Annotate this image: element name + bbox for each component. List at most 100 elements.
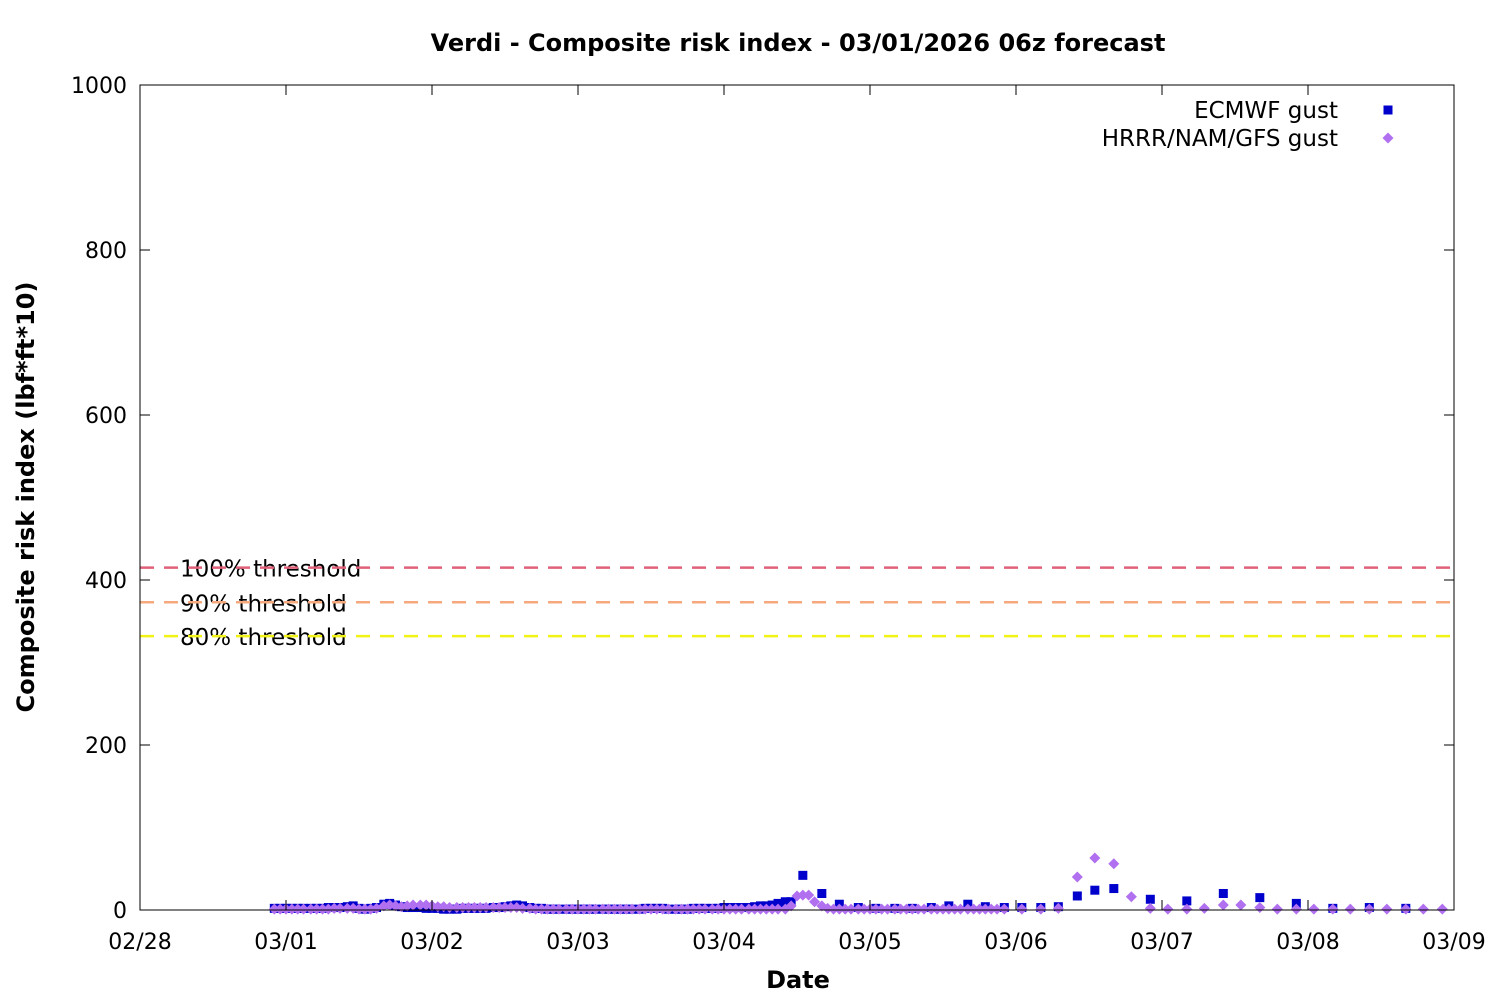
hrrr-nam-gfs-point <box>955 903 967 915</box>
hrrr-nam-gfs-point <box>1327 903 1339 915</box>
plot-frame <box>139 84 1455 911</box>
hrrr-nam-gfs-point <box>1144 902 1156 914</box>
hrrr-nam-gfs-point <box>712 903 724 915</box>
hrrr-nam-gfs-point <box>414 899 426 911</box>
hrrr-nam-gfs-point <box>882 903 894 915</box>
hrrr-nam-gfs-point <box>1217 899 1229 911</box>
axis-ticks: 0 200 400 600 800 1000 02/28 03/01 03/02 03/03 03/… <box>71 74 1486 955</box>
hrrr-nam-gfs-point <box>918 903 930 915</box>
ecmwf-point <box>1145 894 1155 904</box>
hrrr-nam-gfs-point <box>895 903 907 915</box>
hrrr-nam-gfs-point <box>937 903 949 915</box>
hrrr-nam-gfs-point <box>432 901 444 913</box>
hrrr-nam-gfs-point <box>645 903 657 915</box>
hrrr-nam-gfs-point <box>609 903 620 915</box>
hrrr-nam-gfs-point <box>1254 902 1266 914</box>
y-tick-label: 600 <box>85 404 127 429</box>
hrrr-nam-gfs-point <box>766 903 778 915</box>
y-tick-label: 400 <box>85 569 127 594</box>
hrrr-nam-gfs-point <box>1108 858 1120 870</box>
hrrr-nam-gfs-point <box>870 903 882 915</box>
hrrr-nam-gfs-point <box>1035 903 1047 915</box>
hrrr-nam-gfs-point <box>1125 891 1137 903</box>
threshold-lines: 100% threshold 90% threshold 80% threshold <box>140 557 1454 651</box>
threshold-label: 80% threshold <box>180 625 347 651</box>
legend-label: ECMWF gust <box>1194 98 1338 124</box>
y-tick-label: 200 <box>85 734 127 759</box>
hrrr-nam-gfs-point <box>906 903 918 915</box>
hrrr-nam-gfs-point <box>706 903 718 915</box>
hrrr-nam-gfs-point <box>274 903 286 915</box>
hrrr-nam-gfs-point <box>974 903 985 915</box>
hrrr-nam-gfs-point <box>749 903 761 915</box>
hrrr-nam-gfs-point <box>925 903 937 915</box>
hrrr-nam-gfs-point <box>341 902 353 914</box>
hrrr-nam-gfs-point <box>517 902 529 914</box>
hrrr-nam-gfs-point <box>693 903 705 915</box>
hrrr-nam-gfs-point <box>268 903 280 915</box>
ecmwf-point <box>773 898 783 908</box>
hrrr-nam-gfs-point <box>760 903 772 915</box>
y-tick-label: 0 <box>113 899 127 924</box>
x-tick-label: 02/28 <box>108 930 171 955</box>
legend-label: HRRR/NAM/GFS gust <box>1102 126 1338 152</box>
hrrr-nam-gfs-point <box>979 903 991 915</box>
hrrr-nam-gfs-point <box>1198 902 1210 914</box>
chart-title: Verdi - Composite risk index - 03/01/202… <box>431 29 1166 57</box>
y-axis-label: Composite risk index (lbf*ft*10) <box>12 282 40 713</box>
hrrr-nam-gfs-point <box>541 903 553 915</box>
hrrr-nam-gfs-point <box>1436 903 1448 915</box>
hrrr-nam-gfs-point <box>651 903 663 915</box>
hrrr-nam-gfs-point <box>785 900 797 912</box>
hrrr-nam-gfs-point <box>743 903 755 915</box>
hrrr-nam-gfs-point <box>670 903 682 915</box>
hrrr-nam-gfs-point <box>1381 903 1393 915</box>
hrrr-nam-gfs-point <box>724 903 736 915</box>
x-axis-label: Date <box>766 966 830 994</box>
hrrr-nam-gfs-point <box>852 903 864 915</box>
hrrr-nam-gfs-point <box>797 889 809 901</box>
hrrr-nam-gfs-point <box>998 903 1010 915</box>
hrrr-nam-gfs-point <box>1235 899 1247 911</box>
hrrr-nam-gfs-point <box>547 903 559 915</box>
hrrr-nam-gfs-point <box>1181 903 1193 915</box>
hrrr-nam-gfs-point <box>298 903 310 915</box>
x-tick-label: 03/04 <box>692 930 755 955</box>
hrrr-nam-gfs-point <box>663 903 675 915</box>
hrrr-nam-gfs-point <box>603 903 615 915</box>
hrrr-nam-gfs-point <box>730 903 742 915</box>
hrrr-nam-gfs-point <box>676 903 688 915</box>
hrrr-nam-gfs-point <box>755 903 766 915</box>
threshold-label: 100% threshold <box>180 557 361 583</box>
hrrr-nam-gfs-point <box>828 903 839 915</box>
hrrr-nam-gfs-point <box>590 903 602 915</box>
hrrr-nam-gfs-point <box>626 903 638 915</box>
hrrr-nam-gfs-point <box>292 903 304 915</box>
x-tick-label: 03/05 <box>838 930 901 955</box>
ecmwf-point <box>798 870 808 880</box>
hrrr-nam-gfs-point <box>597 903 609 915</box>
hrrr-nam-gfs-point <box>736 903 748 915</box>
hrrr-nam-gfs-point <box>286 903 298 915</box>
hrrr-nam-gfs-point <box>949 903 961 915</box>
hrrr-nam-gfs-point <box>991 903 1003 915</box>
hrrr-nam-gfs-point <box>682 903 693 915</box>
hrrr-nam-gfs-point <box>699 903 711 915</box>
hrrr-nam-gfs-point <box>803 889 815 901</box>
x-tick-label: 03/07 <box>1130 930 1193 955</box>
hrrr-nam-gfs-point <box>1271 903 1283 915</box>
hrrr-nam-gfs-point <box>985 903 997 915</box>
hrrr-nam-gfs-point <box>931 903 943 915</box>
hrrr-nam-gfs-point <box>1071 871 1083 883</box>
hrrr-nam-gfs-point <box>839 903 851 915</box>
hrrr-nam-gfs-point <box>1363 903 1375 915</box>
hrrr-nam-gfs-point <box>858 903 870 915</box>
hrrr-nam-gfs-point <box>1417 903 1429 915</box>
hrrr-nam-gfs-point <box>1400 903 1412 915</box>
hrrr-nam-gfs-point <box>1052 902 1064 914</box>
series-1 <box>268 852 1448 915</box>
x-tick-label: 03/06 <box>984 930 1047 955</box>
hrrr-nam-gfs-point <box>407 899 419 911</box>
hrrr-nam-gfs-point <box>639 903 651 915</box>
